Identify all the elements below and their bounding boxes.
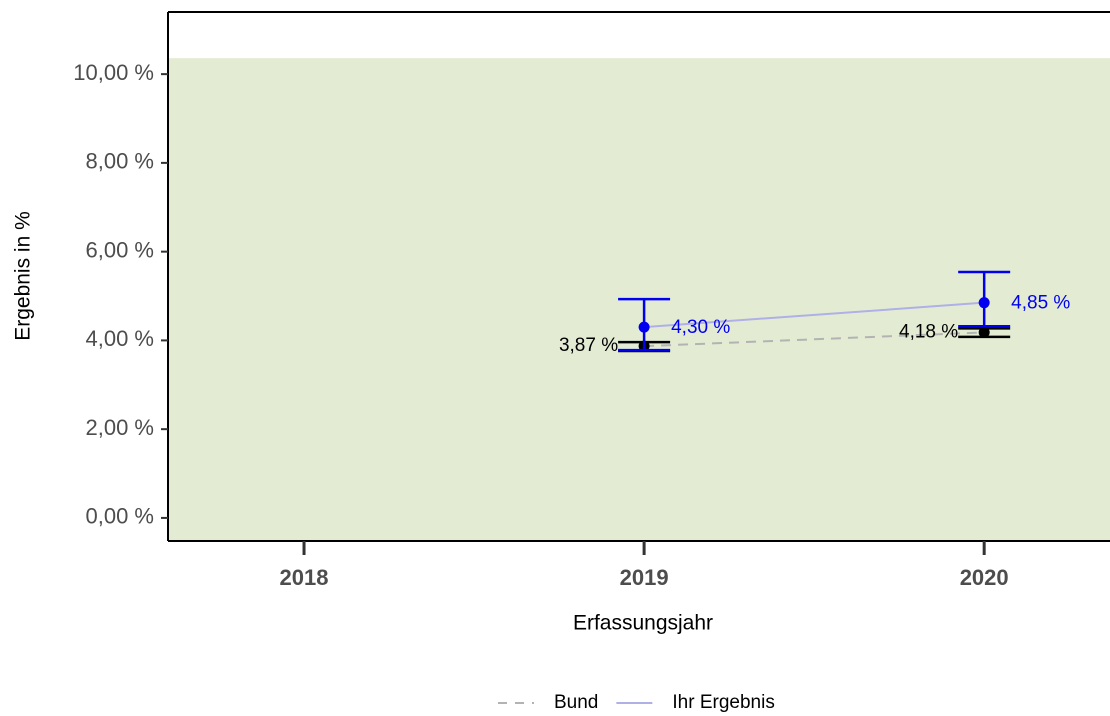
y-tick-label: 2,00 % (86, 415, 155, 440)
data-label: 4,18 % (899, 321, 958, 342)
y-tick-label: 6,00 % (86, 237, 155, 262)
y-axis-title: Ergebnis in % (12, 211, 35, 341)
legend-label: Bund (554, 692, 598, 713)
data-label: 4,30 % (671, 317, 730, 338)
x-tick-label: 2020 (960, 565, 1009, 590)
x-axis-title: Erfassungsjahr (573, 612, 713, 635)
data-label: 3,87 % (559, 335, 618, 356)
y-tick-label: 0,00 % (86, 504, 155, 529)
y-tick-label: 8,00 % (86, 149, 155, 174)
data-label: 4,85 % (1011, 293, 1070, 314)
legend-label: Ihr Ergebnis (672, 692, 774, 713)
series-line (644, 331, 985, 348)
data-point (638, 321, 650, 333)
data-point (978, 297, 990, 309)
data-point (978, 326, 990, 338)
x-tick-label: 2019 (620, 565, 669, 590)
x-tick-label: 2018 (280, 565, 329, 590)
y-tick-label: 10,00 % (73, 60, 154, 85)
y-tick-label: 4,00 % (86, 326, 155, 351)
series-line (644, 301, 985, 329)
